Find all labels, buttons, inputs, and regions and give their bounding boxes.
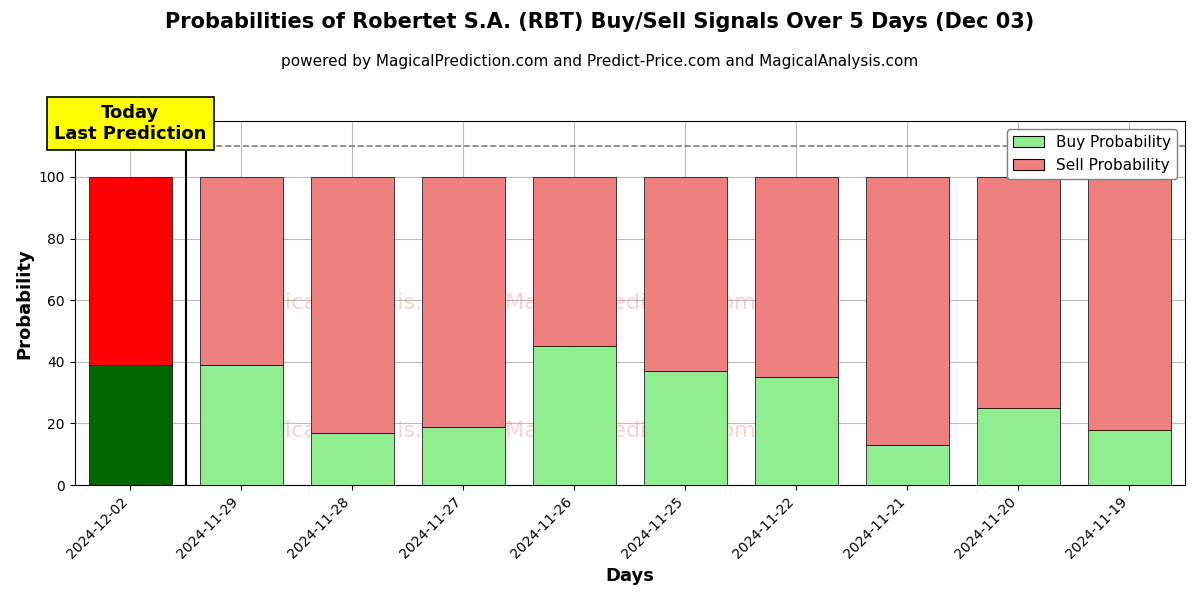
- Bar: [199, 365, 283, 485]
- Text: Probabilities of Robertet S.A. (RBT) Buy/Sell Signals Over 5 Days (Dec 03): Probabilities of Robertet S.A. (RBT) Buy…: [166, 12, 1034, 32]
- Bar: [977, 408, 1060, 485]
- Bar: [533, 346, 616, 485]
- Bar: [865, 177, 949, 445]
- Bar: [89, 177, 172, 365]
- Bar: [1088, 177, 1171, 430]
- Bar: [89, 365, 172, 485]
- X-axis label: Days: Days: [605, 567, 654, 585]
- Text: powered by MagicalPrediction.com and Predict-Price.com and MagicalAnalysis.com: powered by MagicalPrediction.com and Pre…: [281, 54, 919, 69]
- Legend: Buy Probability, Sell Probability: Buy Probability, Sell Probability: [1007, 129, 1177, 179]
- Bar: [311, 433, 394, 485]
- Bar: [755, 377, 838, 485]
- Bar: [533, 177, 616, 346]
- Bar: [199, 177, 283, 365]
- Bar: [421, 177, 505, 427]
- Bar: [1088, 430, 1171, 485]
- Bar: [755, 177, 838, 377]
- Bar: [421, 427, 505, 485]
- Text: MagicalAnalysis.com     MagicalPrediction.com: MagicalAnalysis.com MagicalPrediction.co…: [238, 421, 756, 440]
- Bar: [643, 177, 727, 371]
- Text: Today
Last Prediction: Today Last Prediction: [54, 104, 206, 143]
- Y-axis label: Probability: Probability: [16, 248, 34, 359]
- Bar: [865, 445, 949, 485]
- Bar: [311, 177, 394, 433]
- Text: MagicalAnalysis.com     MagicalPrediction.com: MagicalAnalysis.com MagicalPrediction.co…: [238, 293, 756, 313]
- Bar: [977, 177, 1060, 408]
- Bar: [643, 371, 727, 485]
